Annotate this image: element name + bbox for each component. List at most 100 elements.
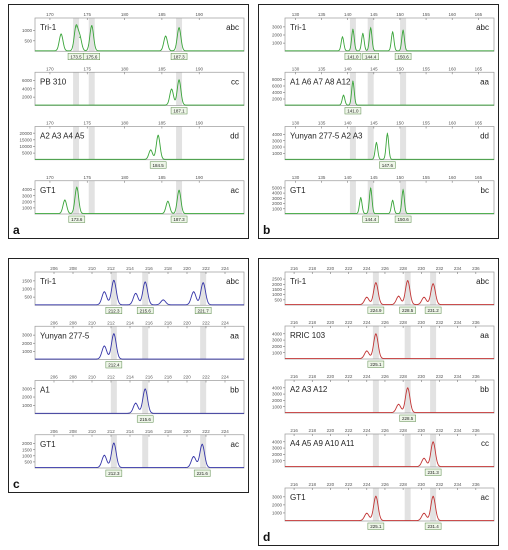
x-tick-label: 145 xyxy=(370,175,378,180)
callout-box xyxy=(379,161,396,169)
highlight-band xyxy=(200,380,207,414)
sample-name: A2 A3 A12 xyxy=(290,385,328,394)
x-tick-label: 218 xyxy=(164,429,172,434)
x-tick-label: 224 xyxy=(363,266,371,271)
x-tick-label: 220 xyxy=(327,320,335,325)
plot-frame xyxy=(34,271,245,306)
x-tick-label: 180 xyxy=(121,121,129,126)
peak-point xyxy=(375,282,377,284)
x-tick-label: 222 xyxy=(345,374,353,379)
y-tick-label: 3000 xyxy=(272,338,283,343)
trace-line xyxy=(35,186,244,215)
x-tick-label: 135 xyxy=(318,121,326,126)
highlight-band xyxy=(404,434,411,467)
x-tick-label: 220 xyxy=(183,429,191,434)
x-tick-label: 185 xyxy=(158,12,166,17)
y-tick-label: 500 xyxy=(24,295,32,300)
peak-point xyxy=(392,199,394,202)
x-tick-label: 228 xyxy=(399,482,407,487)
y-tick-label: 6000 xyxy=(272,84,283,89)
peak-point xyxy=(144,388,146,390)
x-tick-label: 220 xyxy=(327,266,335,271)
x-tick-label: 216 xyxy=(145,320,153,325)
x-tick-label: 224 xyxy=(221,375,229,380)
callout-box xyxy=(367,522,385,530)
y-tick-label: 1000 xyxy=(22,28,33,33)
subplot-3-0: 216 218 220 222 224 226 228 230 232 234 236 5001000… xyxy=(272,266,495,314)
y-tick-label: 1000 xyxy=(22,403,33,408)
highlight-band xyxy=(110,380,117,414)
x-tick-label: 220 xyxy=(327,482,335,487)
x-tick-label: 155 xyxy=(422,121,430,126)
highlight-band xyxy=(349,126,356,160)
peak-point xyxy=(402,29,404,32)
y-tick-label: 5000 xyxy=(272,185,283,190)
x-tick-label: 236 xyxy=(472,428,480,433)
callout-box xyxy=(170,215,188,223)
y-tick-label: 1000 xyxy=(22,206,33,211)
peak-point xyxy=(76,186,78,188)
peak-point xyxy=(386,133,389,135)
x-tick-label: 232 xyxy=(436,374,444,379)
x-tick-label: 224 xyxy=(363,428,371,433)
highlight-band xyxy=(176,126,183,160)
y-tick-label: 3000 xyxy=(22,333,33,338)
callout-box xyxy=(68,215,86,223)
highlight-band xyxy=(73,126,80,160)
x-tick-label: 226 xyxy=(381,482,389,487)
highlight-band xyxy=(372,326,379,359)
peak-point xyxy=(341,36,344,38)
subplot-0-0: 170 175 180 185 190 500 1000 173.5 175.6 187.3 Tri… xyxy=(22,12,245,60)
x-tick-label: 190 xyxy=(195,12,203,17)
callout-box xyxy=(149,161,167,169)
callout-label: 224.9 xyxy=(370,308,382,313)
plot-frame xyxy=(284,17,495,52)
y-tick-label: 1000 xyxy=(272,350,283,355)
callout-box xyxy=(136,307,154,314)
x-tick-label: 232 xyxy=(436,428,444,433)
x-tick-label: 150 xyxy=(396,121,404,126)
callout-label: 228.5 xyxy=(402,416,414,421)
trace-line xyxy=(285,387,494,414)
x-tick-label: 170 xyxy=(46,12,54,17)
x-tick-label: 214 xyxy=(126,375,134,380)
peak-point xyxy=(157,134,159,136)
callout-label: 231.2 xyxy=(427,308,439,313)
panel-c-chart: 206 208 210 212 214 216 218 220 222 2245001000150… xyxy=(22,266,245,477)
plot-frame xyxy=(284,487,495,522)
highlight-band xyxy=(88,126,95,160)
callout-label: 184.5 xyxy=(153,163,165,168)
x-tick-label: 190 xyxy=(195,175,203,180)
callout-label: 228.5 xyxy=(402,308,414,313)
x-tick-label: 228 xyxy=(399,428,407,433)
panel-b-chart: 130 135 140 145 150 155 160 165100020003000141.… xyxy=(272,12,495,223)
highlight-band xyxy=(73,72,80,106)
sample-name: Tri-1 xyxy=(40,23,57,32)
callout-box xyxy=(170,53,188,60)
y-tick-label: 500 xyxy=(24,460,32,465)
y-tick-label: 2000 xyxy=(272,282,283,287)
x-tick-label: 160 xyxy=(448,66,456,71)
x-tick-label: 206 xyxy=(50,266,58,271)
peak-point xyxy=(103,345,105,347)
peak-point xyxy=(392,31,394,33)
x-tick-label: 226 xyxy=(381,374,389,379)
highlight-band xyxy=(372,488,379,521)
y-tick-label: 1000 xyxy=(22,453,33,458)
sample-name: A2 A3 A4 A5 xyxy=(40,132,85,141)
peak-point xyxy=(103,291,105,293)
callout-label: 231.3 xyxy=(427,470,439,475)
callout-box xyxy=(105,469,123,477)
x-tick-label: 140 xyxy=(344,121,352,126)
x-tick-label: 226 xyxy=(381,266,389,271)
peak-point xyxy=(375,333,377,335)
x-tick-label: 220 xyxy=(183,320,191,325)
trace-line xyxy=(285,280,494,306)
x-tick-label: 130 xyxy=(292,121,300,126)
y-tick-label: 15000 xyxy=(19,137,32,142)
y-tick-label: 3000 xyxy=(22,193,33,198)
y-tick-label: 6000 xyxy=(22,78,33,83)
y-tick-label: 2000 xyxy=(272,97,283,102)
